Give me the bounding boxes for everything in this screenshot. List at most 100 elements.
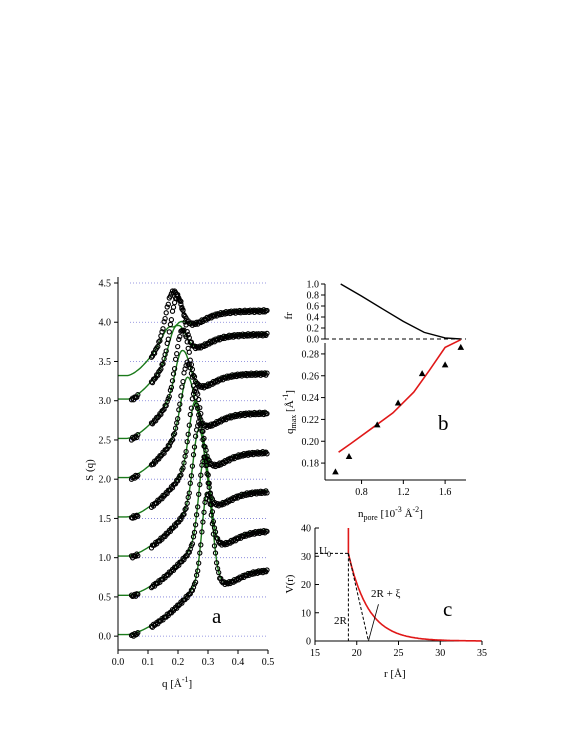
panel-b-xtick-label-1: 1.2 <box>397 487 410 498</box>
panel-a-ytick-label-1: 0.5 <box>99 592 112 603</box>
panel-a-xtick-label-0: 0.0 <box>112 657 125 668</box>
data-point-3-40 <box>183 448 189 455</box>
data-point-5-18 <box>160 407 166 413</box>
panel-b-line <box>338 338 462 453</box>
data-point-5-28 <box>170 371 177 377</box>
data-point-3-35 <box>178 472 184 478</box>
data-point-0-53 <box>197 550 203 556</box>
data-point-6-42 <box>185 332 191 338</box>
data-point-3-57 <box>201 435 207 442</box>
data-point-7-6 <box>155 343 161 350</box>
data-point-3-56 <box>200 428 206 435</box>
panel-b-ytick-label-5: 0.28 <box>302 349 320 360</box>
data-point-4-33 <box>176 407 182 413</box>
data-point-1-43 <box>186 549 192 555</box>
panel-c-xtick-label-3: 30 <box>435 648 445 659</box>
data-point-1-68 <box>212 529 219 535</box>
panel-c-u0-label: U0 <box>319 545 331 559</box>
data-point-5-34 <box>177 333 183 340</box>
panel-b-top-ylabel: fr <box>283 312 295 320</box>
data-point-7-28 <box>178 301 184 307</box>
data-point-0-55 <box>199 529 205 535</box>
data-point-0-54 <box>198 542 204 548</box>
data-point-0-51 <box>195 568 201 574</box>
panel-b-point-0 <box>332 468 339 475</box>
panel-c-label: c <box>443 597 452 621</box>
panel-b-top-ytick-label-3: 0.6 <box>307 302 320 313</box>
data-point-1-117 <box>264 528 270 535</box>
data-point-3-43 <box>186 422 192 428</box>
data-point-4-35 <box>178 393 184 399</box>
data-point-2-56 <box>200 436 206 443</box>
data-point-3-44 <box>187 411 193 418</box>
data-point-7-29 <box>179 306 185 312</box>
data-point-6-18 <box>160 361 166 367</box>
data-point-7-7 <box>156 339 162 345</box>
data-point-0-24 <box>166 610 172 616</box>
data-point-7-13 <box>162 315 168 322</box>
data-point-1-66 <box>210 518 217 525</box>
data-point-6-25 <box>167 321 174 328</box>
data-point-1-65 <box>209 509 216 515</box>
panel-c-ylabel: V(r) <box>284 574 296 593</box>
data-point-5-26 <box>168 384 175 391</box>
panel-b-point-3 <box>394 399 402 406</box>
panel-c-line <box>347 528 482 642</box>
data-point-4-29 <box>171 430 178 437</box>
data-point-6-26 <box>168 317 175 323</box>
panel-c: 0 10 20 30 40 15 20 25 30 35 V(r) r [Å] c U0 2R 2… <box>284 524 487 681</box>
panel-b-xlabel: npore [10-3 Å-2] <box>358 505 423 522</box>
data-point-7-12 <box>161 319 167 325</box>
data-point-0-71 <box>216 569 222 576</box>
panel-b-ylabel: qmax [Å-1] <box>281 390 298 434</box>
data-point-4-32 <box>175 416 181 422</box>
panel-b-top-ytick-label-4: 0.8 <box>307 291 320 302</box>
panel-b-top: 0.00.20.40.60.81.0 fr <box>283 280 466 346</box>
panel-b-axes: 0.18 0.20 0.22 0.24 0.26 0.28 0.8 1.2 1.6 <box>302 343 466 498</box>
panel-c-potential-curve <box>347 528 482 642</box>
data-point-3-42 <box>185 431 191 437</box>
data-point-0-49 <box>192 579 199 585</box>
data-point-6-117 <box>264 330 270 337</box>
data-point-2-38 <box>181 511 187 517</box>
panel-a-xtick-label-1: 0.1 <box>142 657 155 668</box>
data-point-5-27 <box>169 378 176 384</box>
panel-c-xtick-label-4: 35 <box>477 648 487 659</box>
data-point-5-117 <box>264 370 270 376</box>
data-point-7-8 <box>157 338 163 344</box>
data-point-5-33 <box>176 336 182 343</box>
panel-b-point-6 <box>457 343 465 350</box>
panel-a-ytick-label-5: 2.5 <box>99 435 112 446</box>
data-point-4-5 <box>134 474 140 480</box>
panel-a-ytick-label-6: 3.0 <box>99 396 112 407</box>
panel-c-ytick-label-0: 0 <box>306 637 311 648</box>
data-point-5-43 <box>186 349 192 355</box>
data-point-5-32 <box>175 343 181 350</box>
panel-c-ytick-label-1: 10 <box>301 608 311 619</box>
data-point-1-6 <box>135 591 141 597</box>
data-point-0-69 <box>213 560 220 566</box>
data-point-3-117 <box>264 451 270 457</box>
data-point-4-50 <box>193 402 200 408</box>
data-point-5-30 <box>172 356 179 362</box>
data-point-2-43 <box>186 490 192 496</box>
data-point-4-34 <box>177 401 183 407</box>
data-point-0-46 <box>189 587 196 594</box>
data-point-2-62 <box>206 484 212 490</box>
data-point-4-49 <box>192 394 199 401</box>
panel-b-top-axes: 0.00.20.40.60.81.0 <box>307 280 466 346</box>
panel-a-ytick-label-0: 0.0 <box>99 632 112 643</box>
panel-a-label: a <box>212 604 222 628</box>
data-point-0-56 <box>200 519 206 525</box>
data-point-5-25 <box>167 387 174 393</box>
panel-b-top-ytick-label-0: 0.0 <box>307 335 320 346</box>
data-point-2-46 <box>189 463 196 469</box>
panel-a-data-points <box>128 288 270 639</box>
data-point-1-52 <box>196 491 202 497</box>
data-point-3-38 <box>181 460 187 466</box>
data-point-1-49 <box>192 522 199 528</box>
data-point-0-6 <box>135 630 141 636</box>
data-point-1-70 <box>214 535 221 542</box>
data-point-5-46 <box>189 366 196 373</box>
